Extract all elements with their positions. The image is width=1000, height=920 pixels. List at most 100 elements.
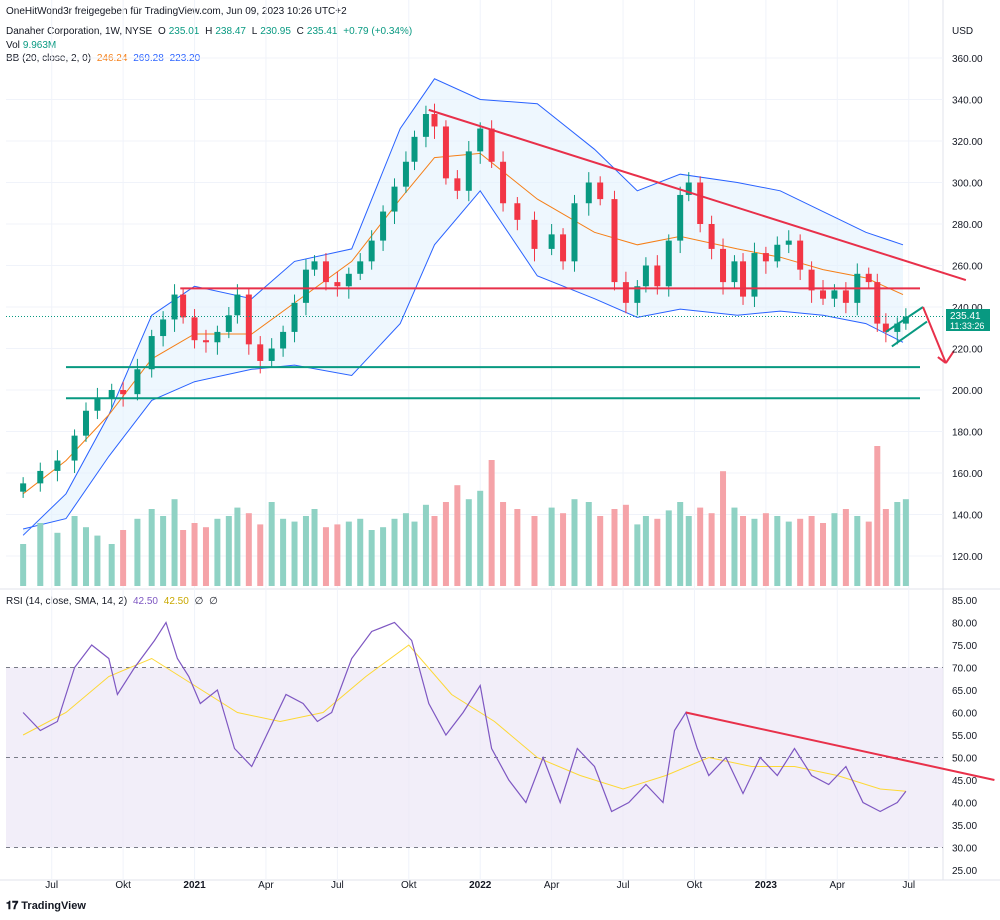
candle-body (720, 248, 727, 283)
rsi-tick-label: 35.00 (952, 821, 977, 832)
price-tag: 235.41 11:33:26 (946, 309, 990, 331)
bb-upper-line (22, 78, 904, 536)
volume-bar (280, 518, 287, 586)
candle-body (611, 199, 618, 283)
bollinger-bands (22, 78, 904, 536)
volume-bar (54, 532, 61, 586)
volume-bar (268, 502, 275, 586)
volume-bar (20, 544, 27, 586)
time-tick-label: 2022 (469, 880, 492, 891)
price-tick-label: 240.00 (952, 303, 983, 314)
volume-bar (708, 513, 715, 586)
volume-bar (785, 521, 792, 586)
volume-bar (500, 502, 507, 586)
volume-bar (431, 516, 438, 586)
volume-bar (882, 509, 889, 586)
candle-body (268, 348, 275, 361)
candle-body (134, 369, 141, 395)
volume-bar (71, 516, 78, 586)
candle-body (225, 315, 232, 332)
candle-body (622, 282, 629, 303)
volume-bar (345, 521, 352, 586)
candle-body (785, 240, 792, 245)
candle-body (697, 182, 704, 224)
candle-body (71, 435, 78, 461)
volume-bar (245, 513, 252, 586)
currency-label: USD (952, 26, 974, 37)
bb-basis-line (22, 152, 904, 495)
volume-bar (180, 530, 187, 586)
volume-bar (442, 502, 449, 586)
candle-body (642, 265, 649, 287)
candle-body (634, 286, 641, 303)
volume-bars (20, 446, 909, 586)
volume-bar (454, 485, 461, 586)
vol-value: 9.963M (22, 40, 57, 51)
time-tick-label: Jul (45, 880, 58, 891)
candle-body (654, 265, 661, 287)
price-tick-label: 320.00 (952, 137, 983, 148)
candle-body (322, 261, 329, 283)
volume-bar (548, 507, 555, 586)
price-tick-label: 160.00 (952, 469, 983, 480)
candle-body (302, 269, 309, 303)
time-tick-label: Okt (687, 880, 703, 891)
candle-body (120, 390, 127, 395)
volume-bar (654, 518, 661, 586)
arrow-head (937, 356, 947, 364)
volume-bar (202, 527, 209, 586)
rsi-trendline (685, 711, 995, 781)
volume-bar (334, 524, 341, 586)
candle-body (357, 261, 364, 274)
candle-body (245, 294, 252, 345)
candle-body (280, 331, 287, 349)
candle-body (431, 114, 438, 127)
volume-bar (820, 523, 827, 586)
volume-bar (731, 507, 738, 586)
low-value: 230.95 (260, 26, 291, 37)
price-tick-label: 200.00 (952, 386, 983, 397)
volume-bar (902, 499, 909, 586)
volume-bar (854, 516, 861, 586)
volume-bar (391, 518, 398, 586)
candle-body (108, 390, 115, 399)
candle-body (454, 178, 461, 191)
candle-body (20, 483, 27, 492)
candle-body (148, 336, 155, 370)
volume-bar (214, 518, 221, 586)
legend-volume-row: Vol 9.963M (6, 40, 59, 51)
candle-body (571, 203, 578, 262)
volume-bar (874, 446, 881, 586)
candle-body (585, 182, 592, 204)
rsi-tick-label: 40.00 (952, 799, 977, 810)
candle-body (665, 240, 672, 287)
legend-rsi-row: RSI (14, close, SMA, 14, 2) 42.50 42.50 … (6, 596, 221, 607)
volume-bar (82, 527, 89, 586)
candle-body (380, 211, 387, 241)
candle-body (54, 460, 61, 471)
change-value: +0.79 (+0.34%) (343, 26, 413, 37)
volume-bar (191, 523, 198, 586)
arrow-head (945, 350, 955, 364)
candle-body (774, 244, 781, 262)
price-tag-value: 235.41 (950, 311, 981, 322)
volume-bar (108, 544, 115, 586)
volume-bar (148, 509, 155, 586)
price-tick-label: 180.00 (952, 428, 983, 439)
time-tick-label: Jul (902, 880, 915, 891)
candle-body (751, 253, 758, 297)
volume-bar (171, 499, 178, 586)
volume-bar (311, 509, 318, 586)
volume-bar (291, 521, 298, 586)
time-tick-label: Apr (544, 880, 560, 891)
arrow-shaft (922, 306, 947, 364)
tradingview-brand: 𝟏𝟕 TradingView (6, 900, 86, 912)
rsi-tick-label: 80.00 (952, 619, 977, 630)
candle-body (368, 240, 375, 262)
volume-bar (477, 490, 484, 586)
candle-body (422, 114, 429, 137)
rsi-value: 42.50 (132, 596, 158, 607)
volume-bar (865, 521, 872, 586)
